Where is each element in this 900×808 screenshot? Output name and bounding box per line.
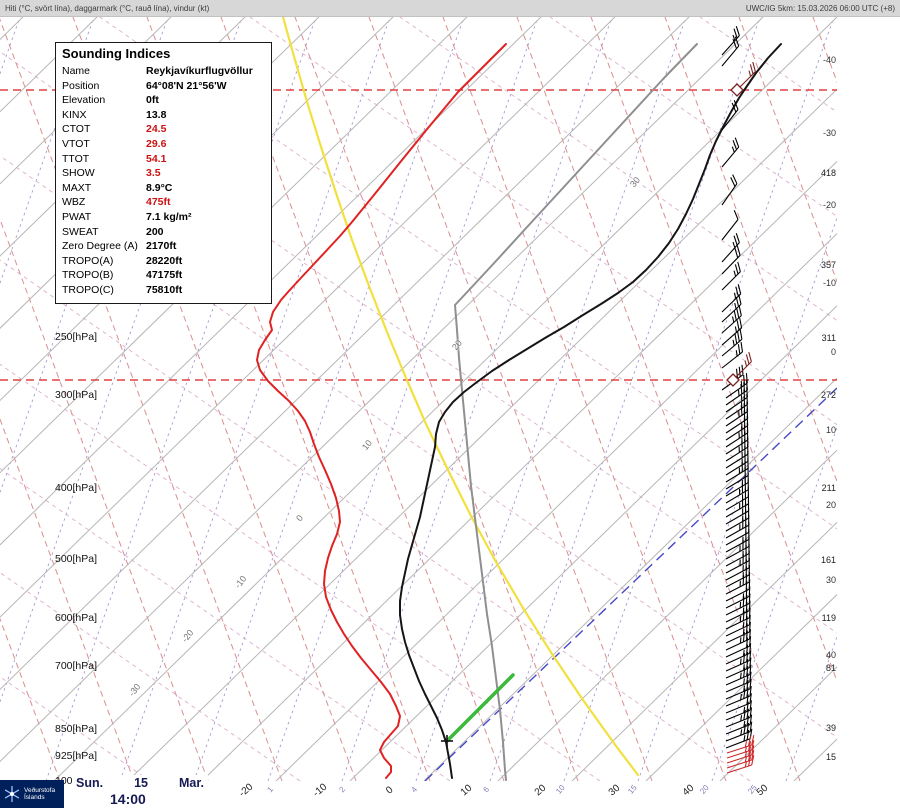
chart-legend-text: Hiti (°C, svört lína), daggarmark (°C, r… [5,3,210,13]
panel-title: Sounding Indices [62,46,171,61]
indices-row: KINX 13.8 [62,108,167,121]
indices-row: Elevation 0ft [62,94,159,107]
indices-row: CTOT 24.5 [62,123,167,136]
indices-row: PWAT 7.1 kg/m² [62,210,192,223]
snowflake-logo-icon [4,785,20,803]
indices-row: TROPO(A) 28220ft [62,254,183,267]
indices-row: VTOT 29.6 [62,137,167,150]
indices-row: Name Reykjavíkurflugvöllur [62,65,253,77]
indices-row: WBZ 475ft [62,196,171,209]
top-bar: Hiti (°C, svört lína), daggarmark (°C, r… [0,0,900,17]
month-label: Mar. [178,776,204,790]
indices-row: Zero Degree (A) 2170ft [62,240,177,253]
indices-row: SHOW 3.5 [62,167,161,180]
time-label: 14:00 [110,791,146,807]
indices-row: TROPO(C) 75810ft [62,283,183,296]
wind-barb-column [721,26,756,774]
indices-row: MAXT 8.9°C [62,181,173,194]
indices-row: TTOT 54.1 [62,152,167,165]
logo-text: Veðurstofa Íslands [24,786,56,802]
timeline-selected-date[interactable]: Sun. 15 Mar. 14:00 [72,775,208,807]
vedurstofa-logo[interactable]: Veðurstofa Íslands [0,780,64,808]
sounding-indices-panel: Sounding Indices Name Reykjavíkurflugvöll… [55,42,272,304]
weekday-label: Sun. [76,776,104,790]
indices-row: SWEAT 200 [62,225,164,238]
day-number: 15 [134,776,148,790]
indices-row: TROPO(B) 47175ft [62,269,183,282]
indices-row: Position 64°08'N 21°56'W [62,79,227,92]
model-run-info: UWC/IG 5km: 15.03.2026 06:00 UTC (+8) [745,3,895,13]
indices-rows: Name Reykjavíkurflugvöllur Position 64°08'N… [62,64,265,298]
date-line: Sun. 15 Mar. [76,776,204,790]
